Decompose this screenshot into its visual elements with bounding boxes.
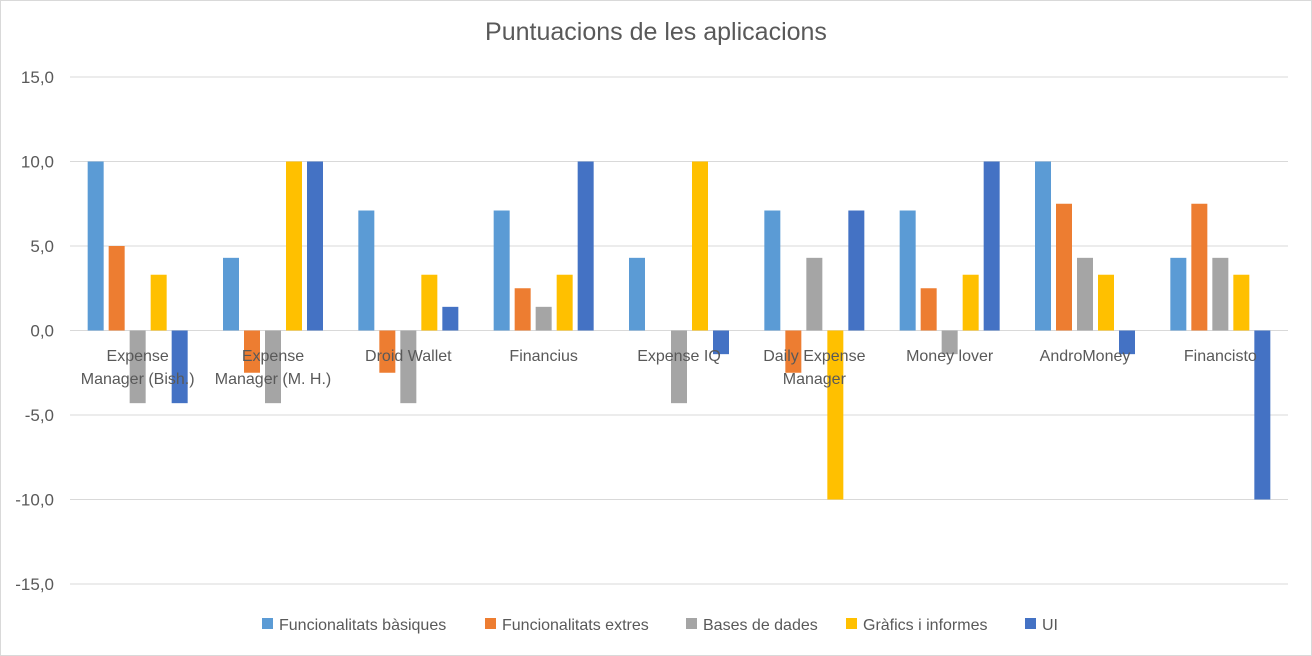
- bar: [421, 274, 438, 331]
- bar: [286, 161, 302, 331]
- legend-label: UI: [1042, 617, 1058, 634]
- bar: [171, 330, 188, 404]
- bar: [108, 246, 125, 331]
- bar: [1035, 161, 1051, 331]
- legend-swatch: [262, 618, 273, 629]
- bar: [1254, 330, 1271, 500]
- category-label: Financisto: [1184, 348, 1257, 365]
- bar: [87, 161, 104, 331]
- bar: [1191, 203, 1208, 331]
- bar: [827, 330, 844, 500]
- y-tick-label: -10,0: [15, 491, 54, 510]
- y-tick-label: -15,0: [15, 575, 54, 594]
- bar: [1098, 274, 1114, 331]
- bar: [400, 330, 417, 404]
- legend-label: Gràfics i informes: [863, 617, 987, 634]
- legend-label: Funcionalitats bàsiques: [279, 617, 446, 634]
- legend-label: Bases de dades: [703, 617, 818, 634]
- bar: [244, 330, 260, 373]
- bar: [379, 330, 396, 373]
- bar: [556, 274, 573, 331]
- bar: [1056, 203, 1072, 331]
- bar: [629, 257, 645, 331]
- bar: [848, 210, 865, 331]
- bar: [785, 330, 802, 373]
- bar: [1212, 257, 1229, 331]
- bar: [983, 161, 1000, 331]
- y-tick-label: -5,0: [25, 406, 54, 425]
- bar: [764, 210, 781, 331]
- legend-swatch: [485, 618, 496, 629]
- chart-title: Puntuacions de les aplicacions: [485, 18, 827, 46]
- bar: [692, 161, 708, 331]
- bar: [358, 210, 375, 331]
- bar: [535, 306, 552, 331]
- legend-swatch: [1025, 618, 1036, 629]
- legend-swatch: [686, 618, 697, 629]
- bar: [577, 161, 594, 331]
- bar: [1170, 257, 1187, 331]
- bar: [806, 257, 823, 331]
- category-label: Expense Manager (M. H.): [215, 348, 331, 388]
- y-tick-label: 10,0: [21, 153, 54, 172]
- legend-label: Funcionalitats extres: [502, 617, 649, 634]
- bar: [493, 210, 510, 331]
- category-label: Expense IQ: [637, 348, 721, 365]
- y-tick-label: 0,0: [30, 322, 54, 341]
- bar: [150, 274, 167, 331]
- bar: [941, 330, 958, 355]
- bar: [129, 330, 146, 404]
- bar: [514, 288, 531, 331]
- category-label: Droid Wallet: [365, 348, 452, 365]
- bar: [265, 330, 281, 404]
- category-label: AndroMoney: [1040, 348, 1131, 365]
- category-label: Daily Expense Manager: [763, 348, 865, 388]
- bar: [1077, 257, 1093, 331]
- bar: [671, 330, 687, 404]
- y-tick-label: 15,0: [21, 68, 54, 87]
- bar: [713, 330, 729, 355]
- category-label: Money lover: [906, 348, 994, 365]
- category-label: Financius: [509, 348, 577, 365]
- y-tick-label: 5,0: [30, 237, 54, 256]
- bar: [223, 257, 239, 331]
- bar: [1119, 330, 1135, 355]
- bar: [1233, 274, 1250, 331]
- bar: [962, 274, 979, 331]
- bar: [442, 306, 459, 331]
- bar: [920, 288, 937, 331]
- legend-swatch: [846, 618, 857, 629]
- bar: [899, 210, 916, 331]
- category-label: Expense Manager (Bish.): [81, 348, 195, 388]
- bar: [307, 161, 323, 331]
